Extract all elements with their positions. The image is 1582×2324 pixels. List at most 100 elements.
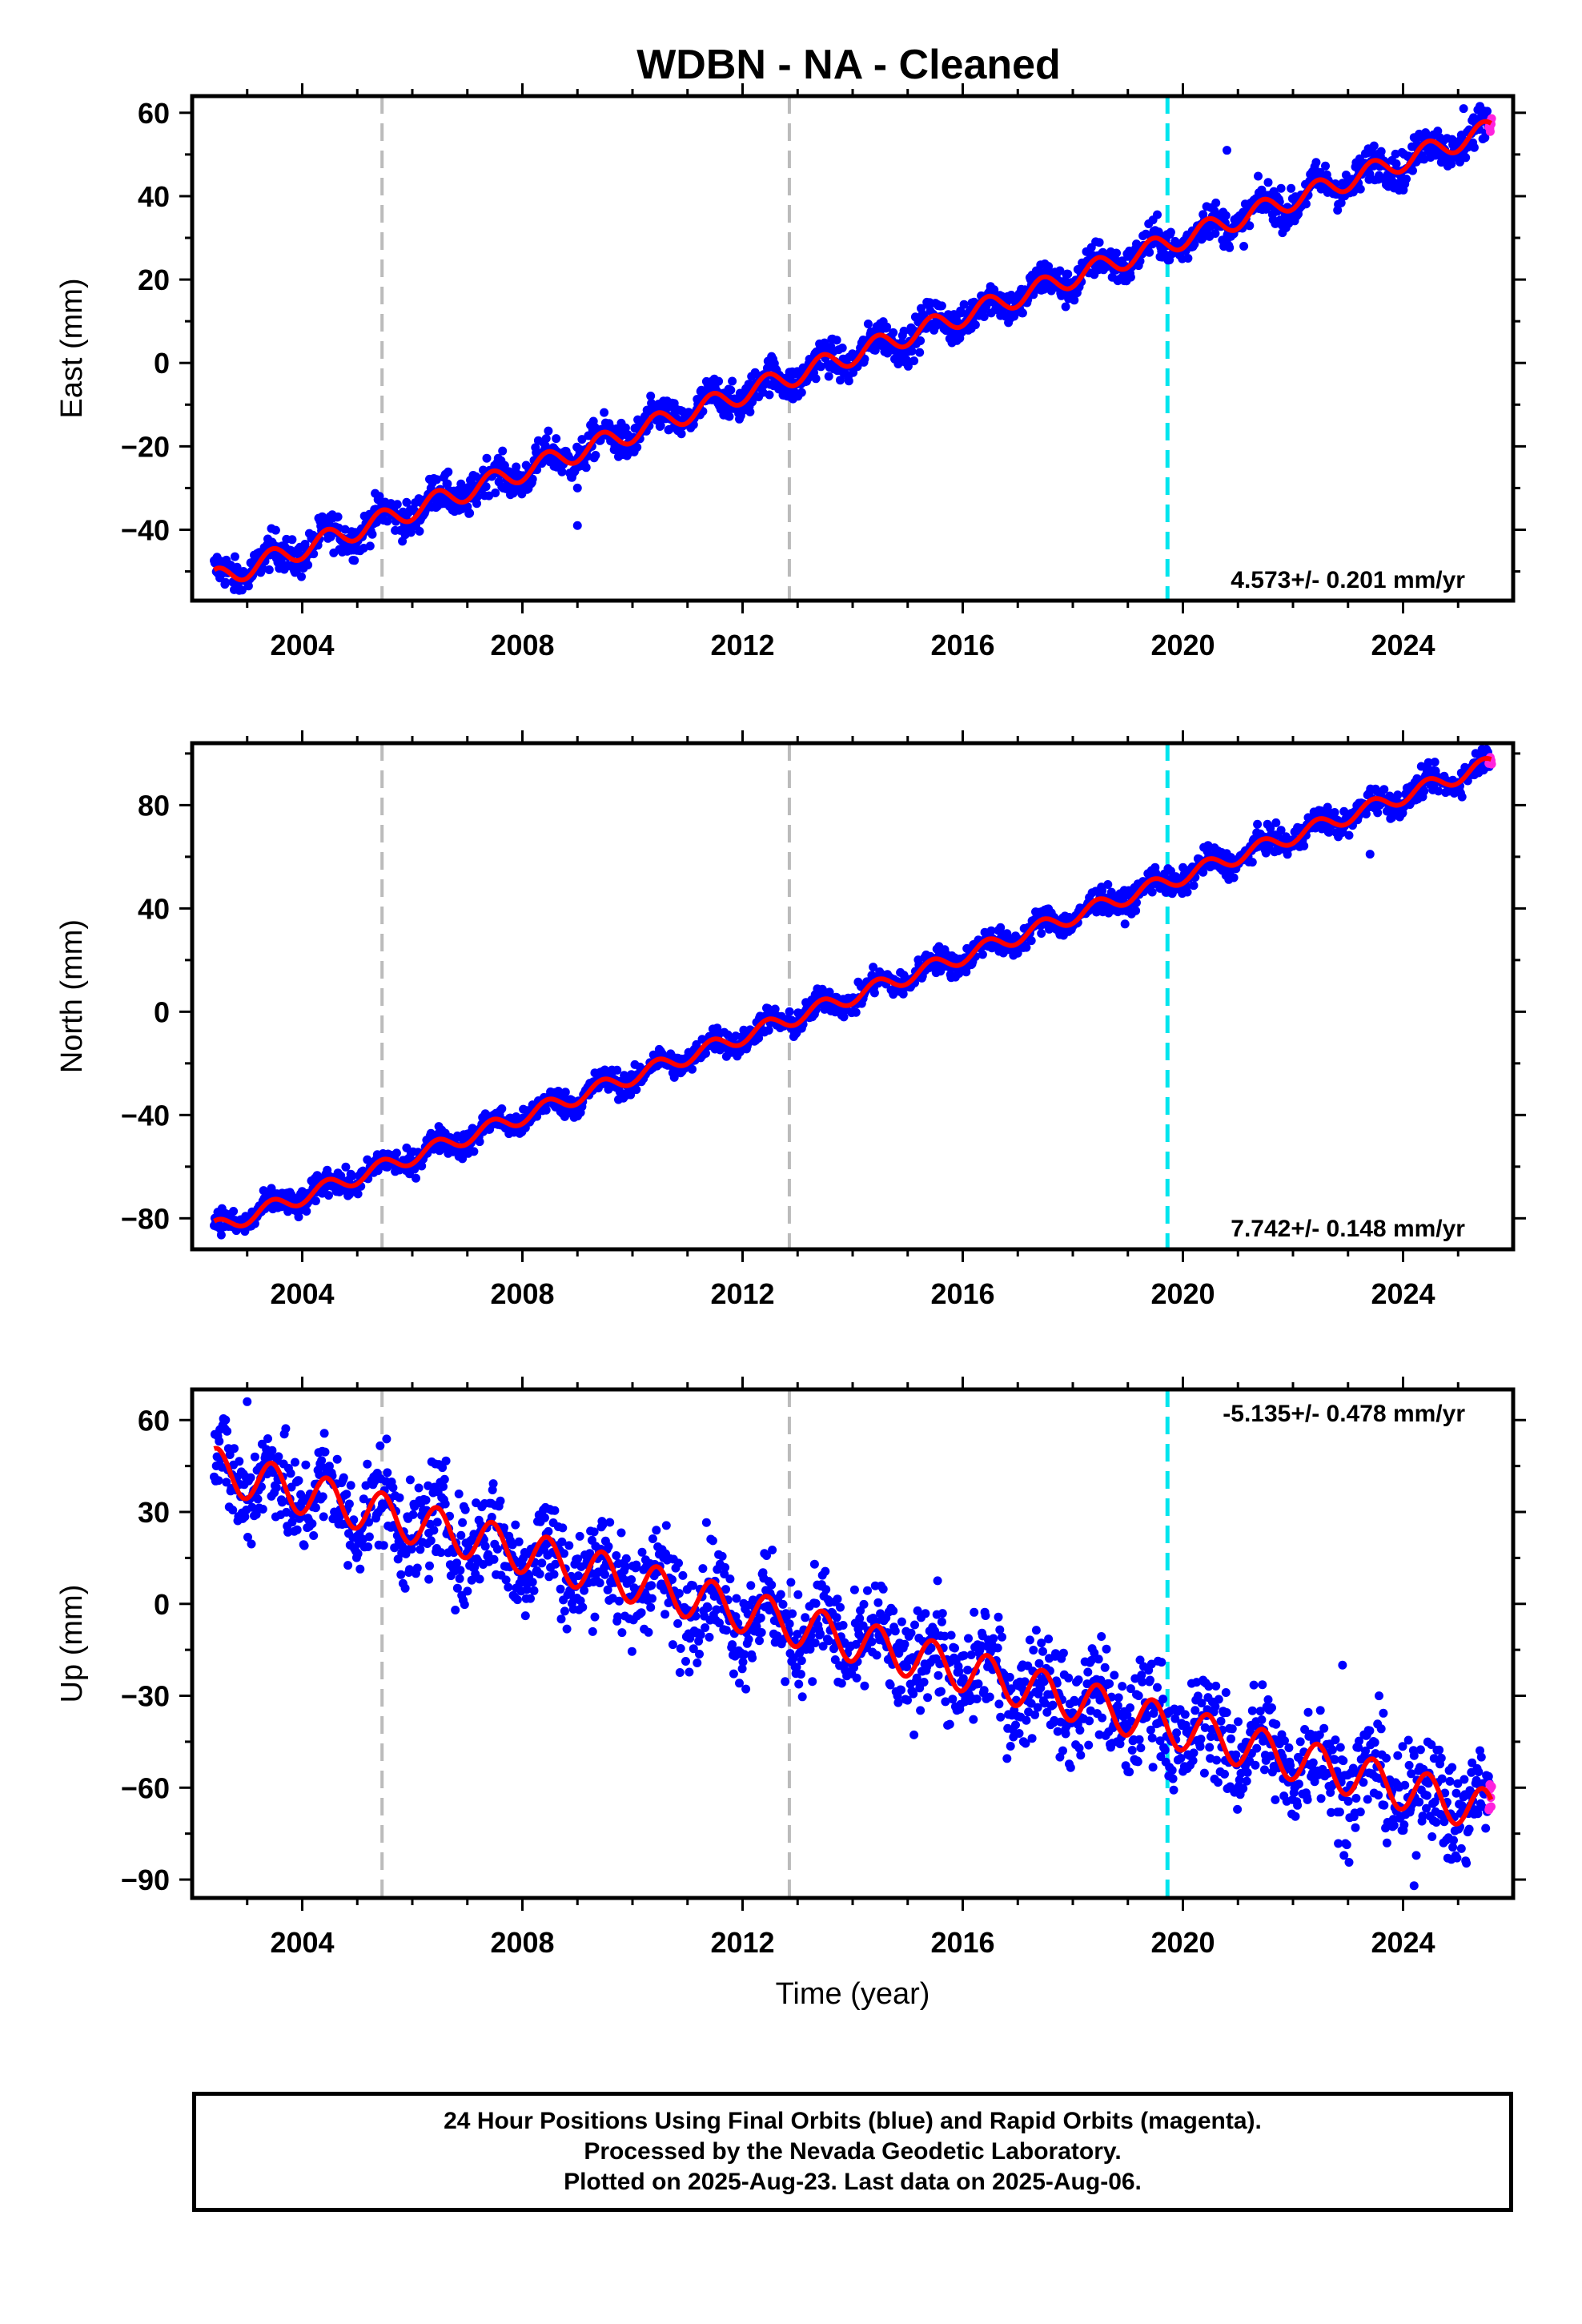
data-point <box>319 1512 328 1522</box>
data-point <box>661 1521 671 1530</box>
data-point <box>271 1483 281 1493</box>
data-point <box>824 372 833 381</box>
data-point <box>463 1586 472 1596</box>
data-point <box>915 348 925 357</box>
data-point <box>816 362 825 372</box>
data-point <box>966 1651 976 1659</box>
data-point <box>675 1668 685 1677</box>
data-point <box>556 1614 566 1624</box>
data-point <box>1423 758 1433 767</box>
data-point <box>556 1584 565 1594</box>
data-point <box>970 320 980 330</box>
data-point <box>974 1679 983 1689</box>
data-point <box>785 1619 794 1629</box>
data-point <box>375 492 384 501</box>
data-point <box>1324 827 1334 837</box>
final-orbit-points <box>210 1397 1494 1891</box>
data-point <box>852 1673 861 1683</box>
y-tick-label: 20 <box>138 263 170 296</box>
data-point <box>309 1531 319 1540</box>
data-point <box>872 1651 881 1660</box>
data-point <box>916 1706 926 1715</box>
data-point <box>669 1072 679 1082</box>
data-point <box>1247 858 1257 867</box>
data-point <box>512 462 521 472</box>
data-point <box>909 1689 918 1699</box>
data-point <box>1053 1727 1062 1736</box>
data-point <box>544 1526 553 1536</box>
data-point <box>580 1586 589 1595</box>
data-point <box>528 474 537 484</box>
data-point <box>454 1490 464 1498</box>
x-tick-label: 2008 <box>490 1277 554 1310</box>
data-point <box>324 1191 333 1200</box>
data-point <box>688 1064 697 1074</box>
data-point <box>1430 758 1439 767</box>
data-point <box>576 1562 586 1571</box>
data-point <box>311 1196 320 1206</box>
data-point <box>1365 169 1375 179</box>
data-point <box>216 1230 226 1240</box>
data-point <box>788 1609 797 1618</box>
data-point <box>1033 1703 1042 1712</box>
data-point <box>253 1494 263 1504</box>
rapid-point <box>1487 759 1496 769</box>
data-point <box>1299 841 1309 850</box>
data-point <box>937 301 946 311</box>
data-point <box>1239 242 1249 251</box>
data-point <box>899 326 909 336</box>
data-point <box>1457 792 1467 802</box>
data-point <box>995 1625 1005 1634</box>
data-point <box>452 1558 461 1568</box>
data-point <box>552 434 561 444</box>
data-point <box>720 1570 729 1578</box>
data-point <box>589 1527 599 1537</box>
data-point <box>838 1621 848 1630</box>
data-point <box>689 1644 698 1654</box>
data-point <box>903 361 913 371</box>
panel-0: 2004 2008 2012 2016 2020 2024−40−200204060Eas… <box>55 83 1526 661</box>
data-point <box>735 1679 744 1688</box>
model-fit-line <box>212 119 1492 583</box>
data-point <box>388 1483 398 1493</box>
data-point <box>600 408 609 417</box>
data-point <box>740 1650 749 1659</box>
data-point <box>588 1626 597 1636</box>
data-point <box>456 1566 465 1575</box>
data-point <box>577 435 587 444</box>
data-point <box>1361 810 1371 818</box>
data-point <box>1006 1742 1015 1751</box>
data-point <box>648 1594 656 1603</box>
data-point <box>363 1542 373 1551</box>
y-tick-label: 0 <box>154 995 170 1028</box>
data-point <box>1075 1726 1085 1735</box>
data-point <box>811 1598 821 1608</box>
data-point <box>688 1581 697 1590</box>
data-point <box>985 1692 994 1702</box>
data-point <box>906 1628 916 1638</box>
data-point <box>1271 818 1281 827</box>
data-point <box>512 1595 522 1605</box>
data-point <box>794 1679 804 1689</box>
plot-area <box>210 743 1496 1249</box>
data-point <box>526 1594 535 1603</box>
data-point <box>698 1564 708 1574</box>
x-tick-label: 2016 <box>930 629 994 661</box>
y-tick-label: 40 <box>138 180 170 213</box>
data-point <box>785 1007 794 1016</box>
data-point <box>808 1677 817 1687</box>
data-point <box>726 385 736 395</box>
data-point <box>910 1620 919 1630</box>
data-point <box>1276 826 1286 835</box>
y-axis-label: East (mm) <box>55 278 89 418</box>
data-point <box>1038 1647 1047 1656</box>
data-point <box>748 1653 757 1663</box>
data-point <box>560 1549 568 1558</box>
data-point <box>438 1463 448 1473</box>
model-fit-line <box>213 755 1492 1228</box>
data-point <box>1120 919 1130 929</box>
data-point <box>339 1473 348 1482</box>
data-point <box>1469 143 1479 152</box>
data-point <box>410 1164 420 1174</box>
data-point <box>816 1629 825 1638</box>
